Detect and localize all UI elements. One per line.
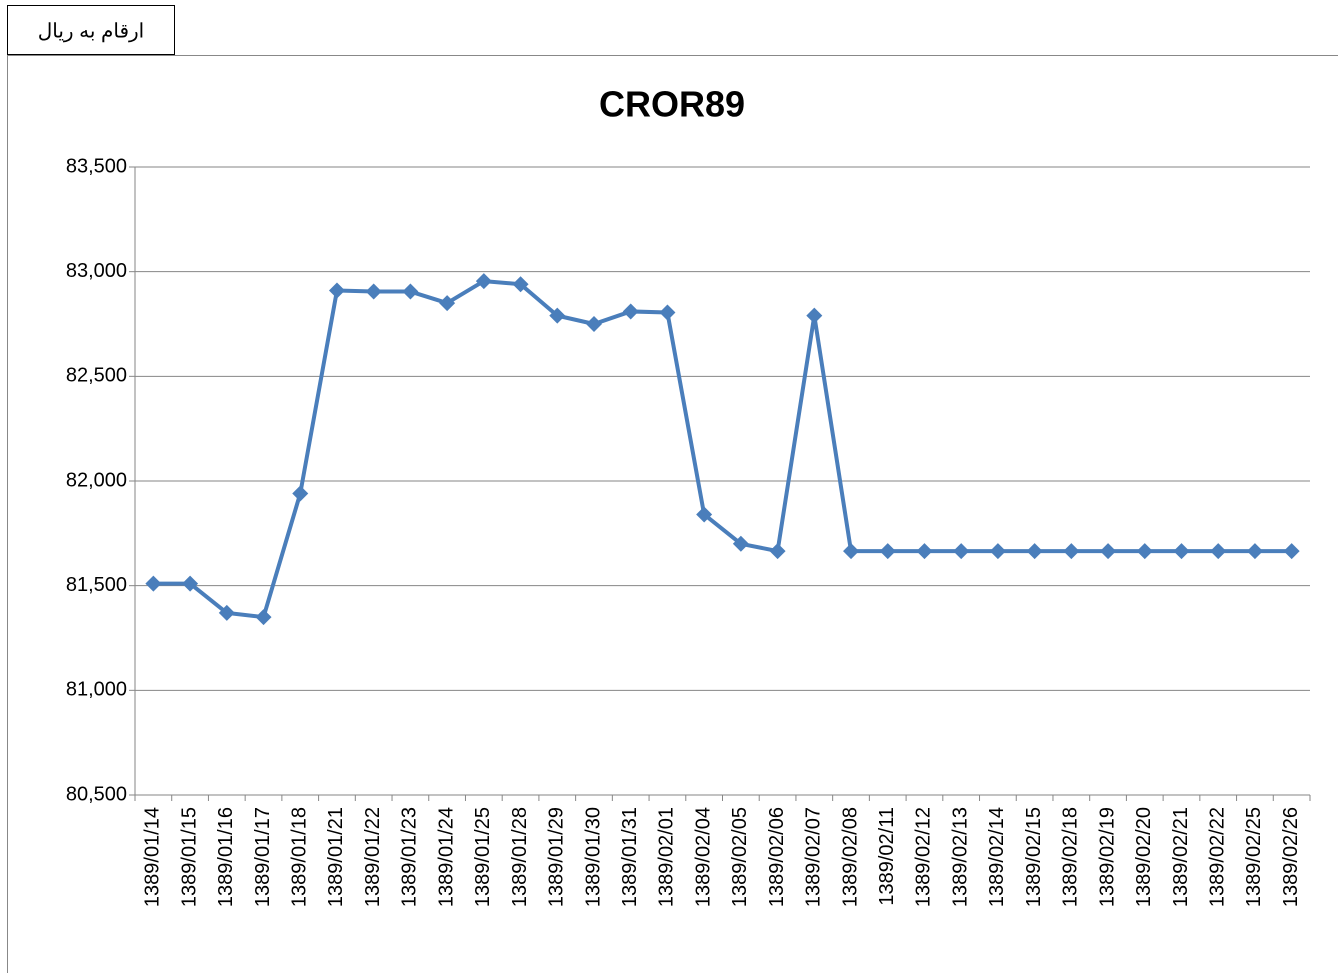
marker bbox=[989, 543, 1006, 560]
x-tick-label: 1389/02/06 bbox=[766, 807, 788, 907]
marker bbox=[512, 276, 529, 293]
marker bbox=[255, 609, 272, 626]
x-tick-label: 1389/01/24 bbox=[435, 807, 457, 907]
x-tick-label: 1389/02/04 bbox=[692, 807, 714, 907]
marker bbox=[1283, 543, 1300, 560]
marker bbox=[1173, 543, 1190, 560]
x-tick-label: 1389/01/17 bbox=[252, 807, 274, 907]
x-tick-label: 1389/02/20 bbox=[1133, 807, 1155, 907]
x-tick-label: 1389/02/07 bbox=[803, 807, 825, 907]
x-tick-label: 1389/01/18 bbox=[289, 807, 311, 907]
marker bbox=[1246, 543, 1263, 560]
x-tick-label: 1389/02/25 bbox=[1243, 807, 1265, 907]
marker bbox=[659, 304, 676, 321]
x-tick-label: 1389/02/05 bbox=[729, 807, 751, 907]
marker bbox=[1100, 543, 1117, 560]
x-tick-label: 1389/01/28 bbox=[509, 807, 531, 907]
marker bbox=[843, 543, 860, 560]
marker bbox=[328, 282, 345, 299]
marker bbox=[953, 543, 970, 560]
x-tick-label: 1389/02/12 bbox=[913, 807, 935, 907]
marker bbox=[1136, 543, 1153, 560]
marker bbox=[769, 543, 786, 560]
marker bbox=[292, 485, 309, 502]
y-tick-label: 83,500 bbox=[66, 155, 127, 177]
x-tick-label: 1389/02/18 bbox=[1060, 807, 1082, 907]
marker bbox=[365, 283, 382, 300]
note-box bbox=[7, 5, 175, 55]
marker bbox=[806, 307, 823, 324]
y-tick-label: 81,000 bbox=[66, 679, 127, 701]
x-tick-label: 1389/02/01 bbox=[656, 807, 678, 907]
x-tick-label: 1389/01/31 bbox=[619, 807, 641, 907]
marker bbox=[916, 543, 933, 560]
y-tick-label: 82,000 bbox=[66, 469, 127, 491]
marker bbox=[1026, 543, 1043, 560]
y-tick-label: 80,500 bbox=[66, 783, 127, 805]
y-tick-label: 83,000 bbox=[66, 260, 127, 282]
x-tick-label: 1389/01/16 bbox=[215, 807, 237, 907]
chart-title: CROR89 bbox=[599, 84, 745, 125]
marker bbox=[182, 575, 199, 592]
x-tick-label: 1389/02/15 bbox=[1023, 807, 1045, 907]
x-tick-label: 1389/02/14 bbox=[986, 807, 1008, 907]
x-tick-label: 1389/01/14 bbox=[142, 807, 164, 907]
marker bbox=[145, 575, 162, 592]
x-tick-label: 1389/02/21 bbox=[1170, 807, 1192, 907]
marker bbox=[439, 295, 456, 312]
y-tick-label: 82,500 bbox=[66, 365, 127, 387]
x-tick-label: 1389/02/22 bbox=[1206, 807, 1228, 907]
x-tick-label: 1389/02/08 bbox=[839, 807, 861, 907]
x-tick-label: 1389/02/26 bbox=[1280, 807, 1302, 907]
marker bbox=[622, 303, 639, 320]
x-tick-label: 1389/02/19 bbox=[1096, 807, 1118, 907]
marker bbox=[1063, 543, 1080, 560]
x-tick-label: 1389/02/13 bbox=[949, 807, 971, 907]
marker bbox=[696, 506, 713, 523]
x-tick-label: 1389/01/29 bbox=[546, 807, 568, 907]
marker bbox=[218, 604, 235, 621]
note: ارقام به ریال bbox=[38, 20, 145, 42]
marker bbox=[585, 316, 602, 332]
marker bbox=[1210, 543, 1227, 560]
x-tick-label: 1389/02/11 bbox=[876, 807, 898, 906]
x-tick-label: 1389/01/23 bbox=[399, 807, 421, 907]
x-tick-label: 1389/01/22 bbox=[362, 807, 384, 907]
x-tick-label: 1389/01/21 bbox=[325, 807, 347, 907]
x-tick-label: 1389/01/15 bbox=[178, 807, 200, 907]
x-tick-label: 1389/01/30 bbox=[582, 807, 604, 907]
marker bbox=[732, 535, 749, 552]
marker bbox=[549, 307, 566, 324]
chart-frame bbox=[7, 55, 1338, 973]
x-tick-label: 1389/01/25 bbox=[472, 807, 494, 907]
marker bbox=[402, 283, 419, 300]
marker bbox=[475, 273, 492, 290]
y-tick-label: 81,500 bbox=[66, 574, 127, 596]
marker bbox=[879, 543, 896, 560]
